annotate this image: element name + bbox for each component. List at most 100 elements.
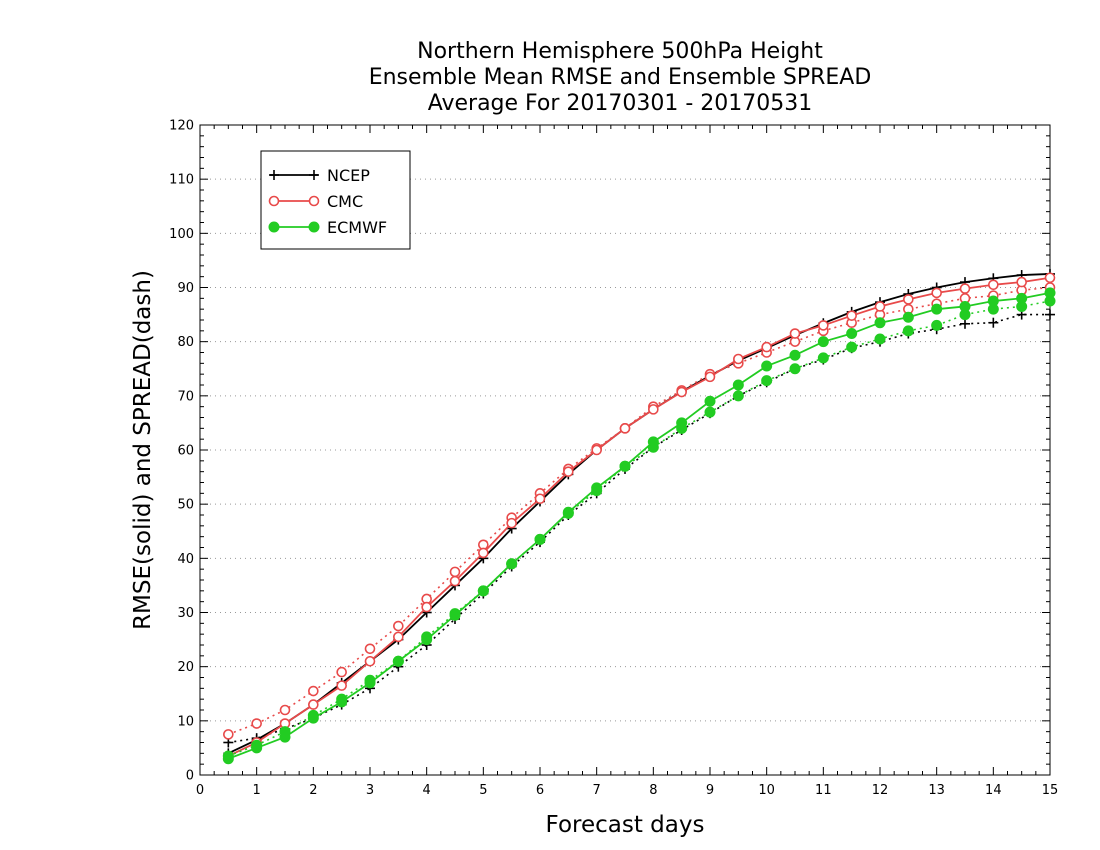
chart-title-line-3: Average For 20170301 - 20170531 (428, 91, 813, 116)
data-point-ecmwf-rmse (761, 360, 773, 372)
data-point-ecmwf-rmse (222, 753, 234, 765)
data-point-ecmwf-rmse (591, 482, 603, 494)
data-point-cmc-spread (308, 685, 319, 697)
series-ecmwf-rmse-points (222, 287, 1056, 765)
x-tick-label: 8 (649, 783, 657, 798)
legend-marker (308, 221, 320, 233)
data-point-ecmwf-rmse (392, 655, 404, 667)
legend-marker (309, 170, 319, 180)
legend: NCEP CMC ECMWF (260, 150, 411, 250)
data-point-ncep-spread (988, 317, 999, 328)
data-point-cmc-rmse (988, 279, 999, 291)
data-point-ecmwf-rmse (676, 417, 688, 429)
series-cmc-rmse-line (227, 276, 1051, 757)
data-point-ecmwf-rmse (534, 533, 546, 545)
y-tick-label: 10 (177, 714, 194, 729)
series-cmc-spread-line (228, 286, 1051, 736)
x-tick-label: 6 (536, 783, 544, 798)
series-ncep-spread-points (223, 309, 1055, 748)
data-point-cmc-rmse (704, 371, 716, 383)
legend-marker (269, 170, 279, 180)
data-point-ecmwf-rmse (789, 349, 801, 361)
data-point-ecmwf-spread (874, 333, 886, 345)
x-axis: 0 1 2 3 4 5 6 7 8 9 10 11 12 13 14 15 (196, 125, 1058, 798)
data-point-ecmwf-spread (817, 352, 829, 364)
data-point-ecmwf-spread (846, 341, 858, 353)
legend-item-ncep: NCEP (269, 166, 370, 185)
data-point-cmc-rmse (534, 493, 546, 505)
data-point-cmc-rmse (733, 353, 744, 365)
x-tick-label: 4 (423, 783, 431, 798)
data-point-cmc-rmse (308, 699, 319, 710)
data-point-ecmwf-rmse (647, 436, 659, 448)
data-point-ecmwf-rmse (846, 328, 858, 340)
data-point-cmc-rmse (1016, 276, 1027, 288)
data-point-cmc-rmse (1044, 272, 1056, 284)
series-ncep-rmse-line (227, 273, 1051, 755)
x-tick-label: 10 (758, 783, 775, 798)
data-point-ecmwf-rmse (449, 609, 461, 621)
data-point-ecmwf-rmse (251, 742, 263, 754)
data-point-cmc-rmse (563, 466, 574, 477)
data-point-ecmwf-rmse (704, 395, 716, 407)
data-point-cmc-spread (279, 704, 291, 716)
series-ncep-rmse-points (223, 268, 1055, 759)
legend-item-cmc: CMC (268, 192, 363, 211)
data-point-cmc-rmse (619, 423, 631, 434)
legend-item-ecmwf: ECMWF (268, 218, 387, 237)
data-point-cmc-rmse (959, 283, 971, 294)
x-tick-label: 13 (928, 783, 945, 798)
x-axis-label: Forecast days (546, 812, 705, 838)
x-tick-label: 14 (985, 783, 1002, 798)
legend-box (260, 150, 411, 250)
data-point-cmc-rmse (818, 320, 829, 331)
y-tick-label: 60 (177, 444, 194, 459)
y-axis: 0 10 20 30 40 50 60 70 80 90 100 110 120 (169, 119, 1050, 784)
data-point-cmc-rmse (903, 294, 914, 305)
grid (200, 178, 1050, 722)
series-ecmwf-spread-points (222, 295, 1056, 762)
data-point-cmc-spread (223, 729, 234, 740)
y-tick-label: 40 (177, 552, 194, 567)
y-tick-label: 30 (177, 606, 194, 621)
data-point-ecmwf-spread (789, 363, 801, 375)
y-tick-label: 120 (169, 119, 194, 134)
y-tick-label: 50 (177, 498, 194, 513)
data-point-ecmwf-rmse (732, 379, 744, 391)
data-point-cmc-spread (449, 566, 461, 578)
chart-title-line-1: Northern Hemisphere 500hPa Height (417, 39, 823, 64)
data-point-cmc-rmse (789, 328, 801, 339)
legend-marker (268, 221, 280, 233)
data-point-cmc-rmse (931, 287, 942, 299)
y-tick-label: 100 (169, 227, 194, 242)
x-tick-label: 11 (815, 783, 832, 798)
legend-label-ecmwf: ECMWF (327, 218, 387, 237)
series-cmc-spread-points (223, 282, 1056, 740)
x-tick-label: 7 (593, 783, 601, 798)
y-tick-label: 80 (177, 335, 194, 350)
data-point-ecmwf-rmse (987, 295, 999, 307)
data-point-ecmwf-spread (931, 319, 943, 331)
x-tick-label: 12 (872, 783, 889, 798)
data-point-cmc-rmse (846, 310, 857, 321)
data-point-ecmwf-spread (732, 390, 744, 402)
data-point-ecmwf-rmse (959, 300, 971, 312)
data-point-cmc-spread (393, 620, 404, 632)
data-point-ecmwf-rmse (902, 311, 914, 323)
chart-title: Northern Hemisphere 500hPa Height Ensemb… (369, 39, 872, 116)
data-point-ncep-spread (960, 318, 970, 329)
series-ecmwf-rmse-line (228, 292, 1051, 760)
data-point-ncep-spread (1045, 309, 1055, 320)
data-point-cmc-rmse (421, 601, 432, 613)
x-tick-label: 2 (309, 783, 317, 798)
series-ecmwf-spread-line (228, 300, 1051, 757)
x-tick-label: 15 (1042, 783, 1059, 798)
series-ncep-spread-line (228, 313, 1050, 744)
data-point-ecmwf-rmse (307, 712, 319, 724)
y-tick-label: 110 (169, 173, 194, 188)
data-point-ecmwf-rmse (364, 677, 376, 689)
x-tick-label: 0 (196, 783, 204, 798)
data-point-ecmwf-spread (704, 406, 716, 418)
data-point-ecmwf-rmse (1016, 292, 1028, 304)
